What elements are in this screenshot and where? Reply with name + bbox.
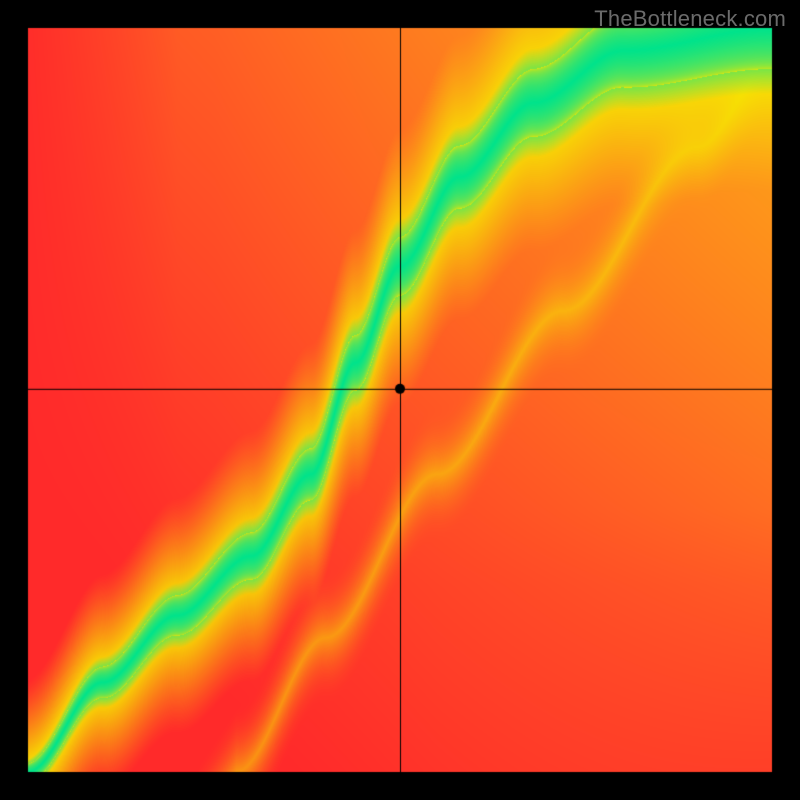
bottleneck-heatmap-canvas [0, 0, 800, 800]
chart-container: TheBottleneck.com [0, 0, 800, 800]
watermark-text: TheBottleneck.com [594, 6, 786, 32]
